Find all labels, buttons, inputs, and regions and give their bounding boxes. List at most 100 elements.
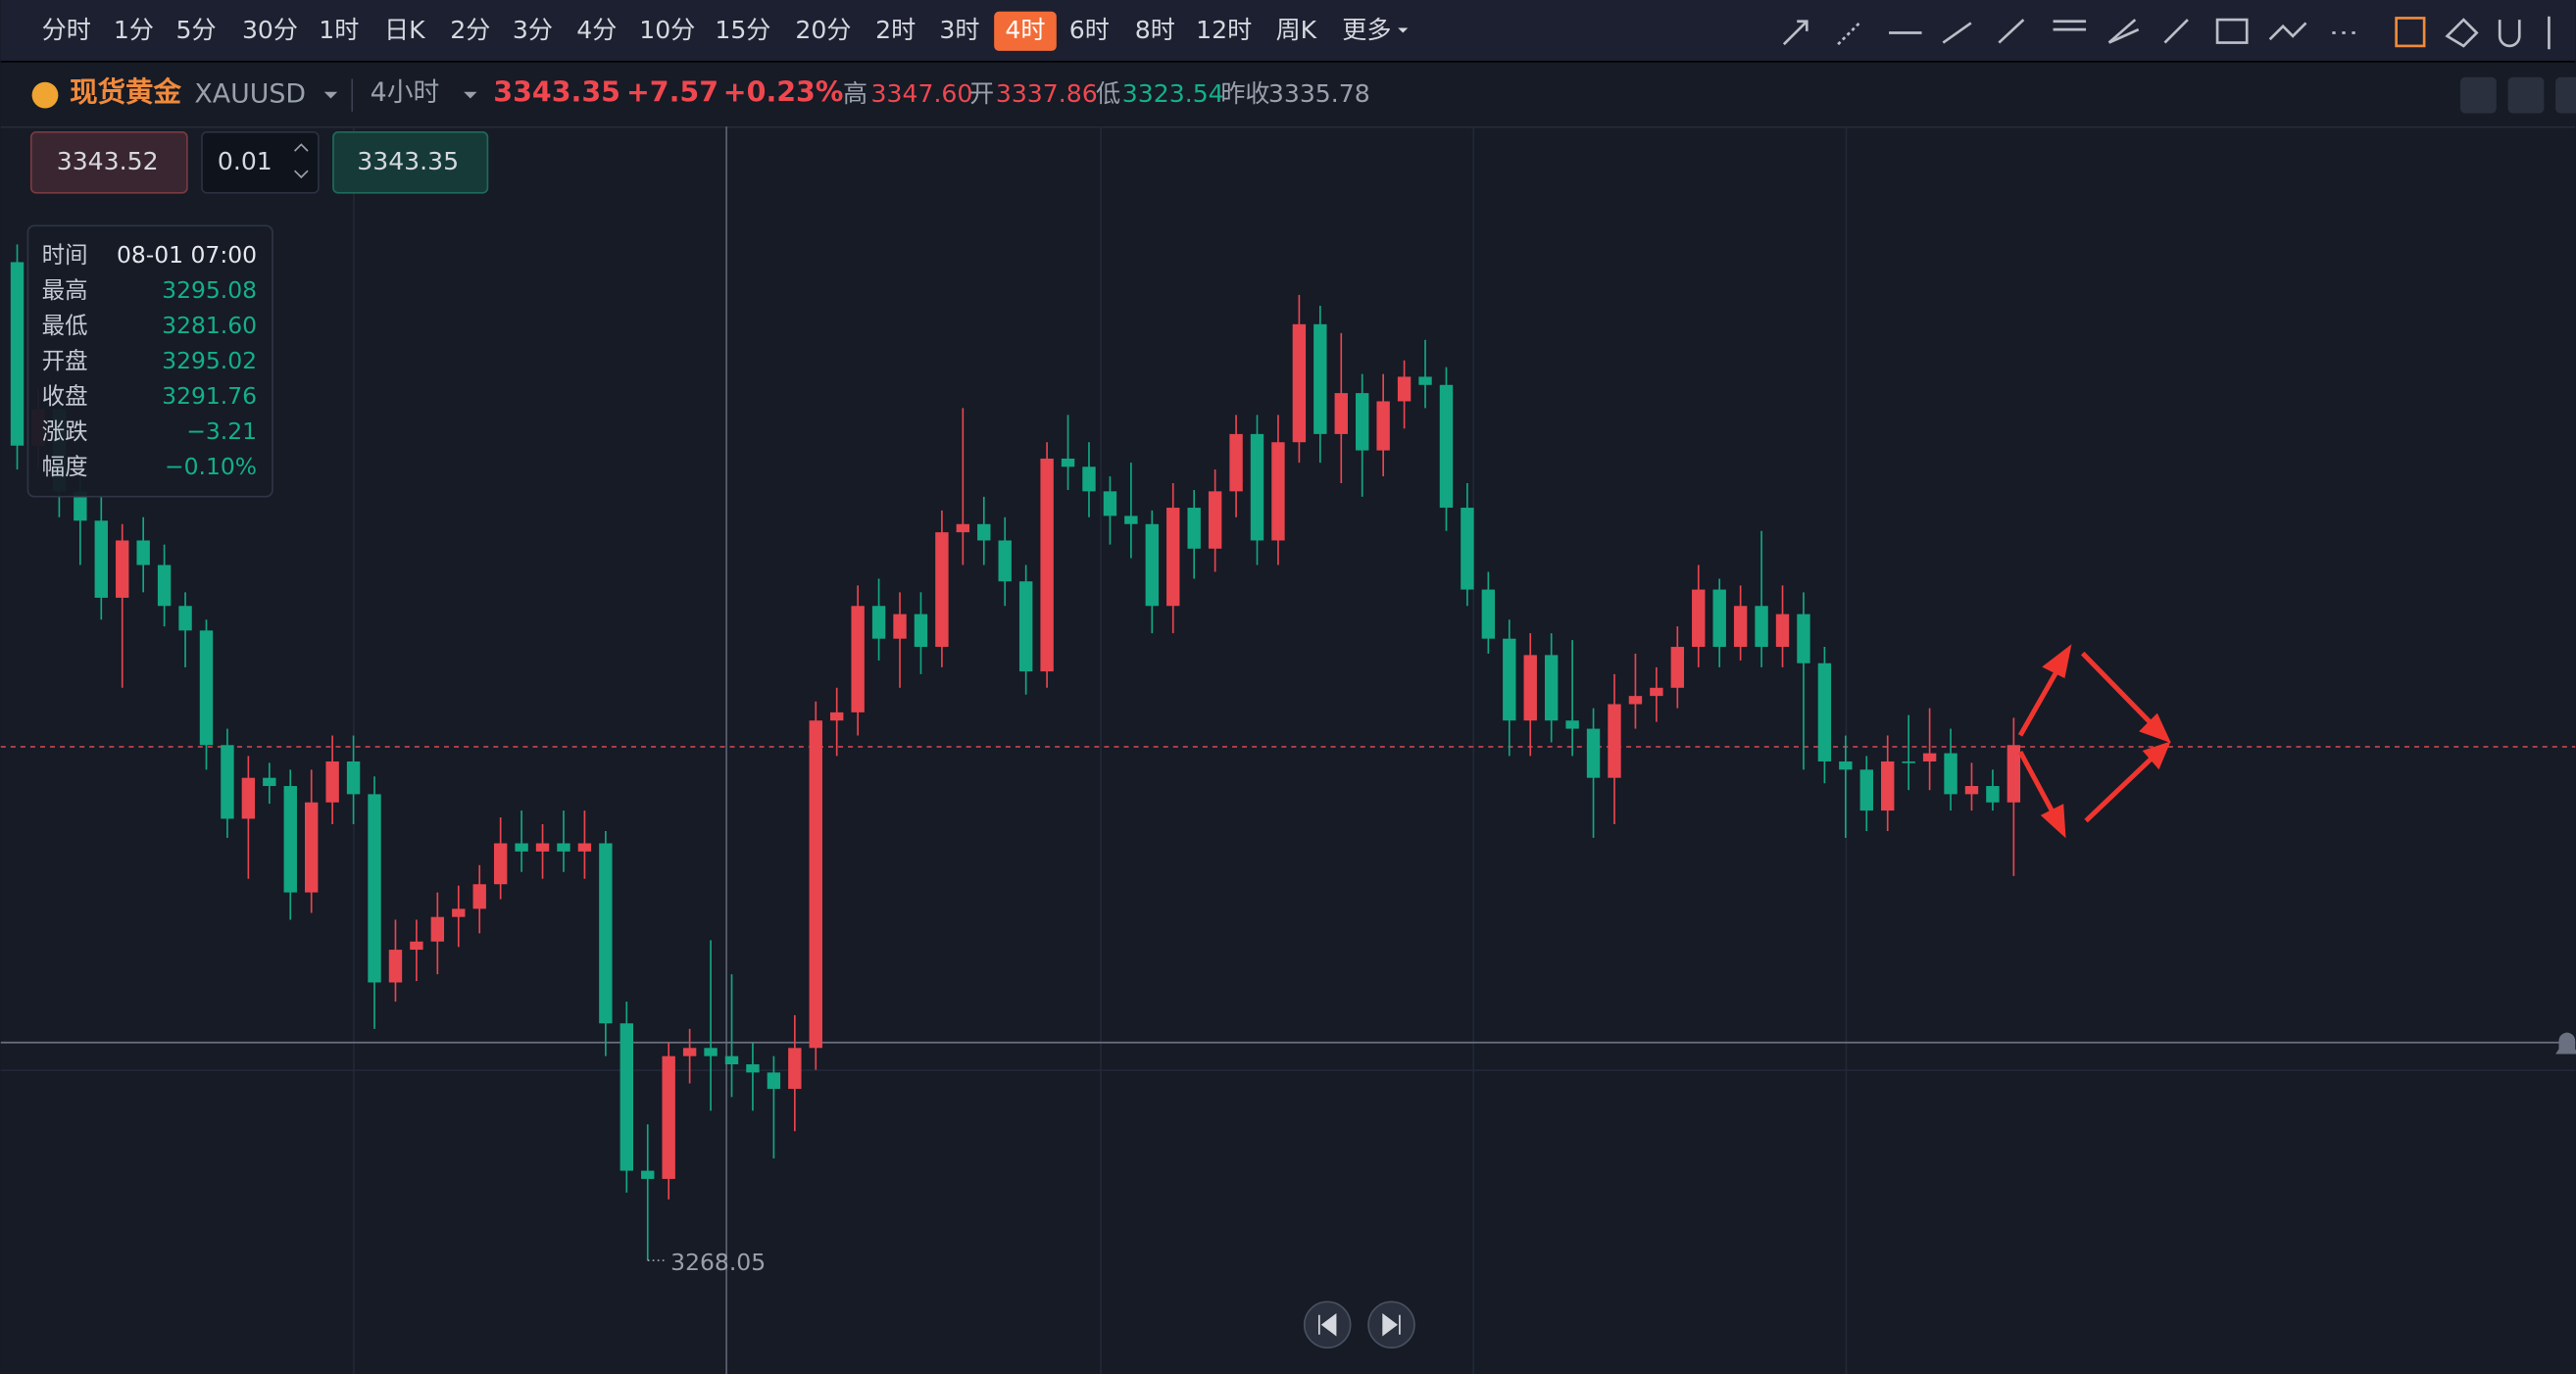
period-tab[interactable]: 1时: [319, 16, 359, 44]
candle-body: [430, 916, 445, 942]
candle-body: [515, 843, 528, 852]
period-tab[interactable]: 1分: [114, 16, 154, 44]
candle-body: [1775, 613, 1790, 648]
candle-body: [1376, 401, 1390, 451]
candle-body: [788, 1048, 802, 1090]
candle-body: [178, 606, 192, 631]
period-tab[interactable]: 2分: [450, 16, 490, 44]
candle-body: [346, 761, 361, 795]
period-tab[interactable]: 3分: [513, 16, 553, 44]
candle-body: [472, 884, 486, 909]
candle-body: [1271, 442, 1285, 541]
candle-body: [871, 606, 886, 639]
active-period-bg: [994, 11, 1057, 51]
candle-body: [1250, 433, 1264, 541]
qty[interactable]: 0.01: [218, 147, 272, 175]
period-tab[interactable]: 20分: [795, 16, 851, 44]
period[interactable]: 4小时: [371, 77, 440, 108]
tooltip-label: 涨跌: [42, 417, 88, 445]
spinner[interactable]: [294, 143, 309, 179]
candle-body: [704, 1048, 718, 1056]
candle-body: [599, 843, 613, 1024]
buy-price[interactable]: 3343.35: [357, 147, 459, 175]
candle-body: [1712, 589, 1726, 648]
candle-body: [304, 802, 319, 893]
candle-body: [1292, 323, 1307, 443]
candle-body: [1733, 606, 1748, 648]
period-tab[interactable]: 6时: [1069, 16, 1110, 44]
candle-body: [263, 777, 276, 787]
candle-body: [1565, 720, 1579, 729]
plot: 3268.05: [0, 244, 2576, 1276]
period-tab[interactable]: 30分: [242, 16, 298, 44]
symbol-code[interactable]: XAUUSD: [194, 79, 306, 110]
tooltip-label: 开盘: [42, 347, 88, 374]
period-tab[interactable]: 周K: [1276, 16, 1317, 44]
label: 昨收: [1220, 79, 1269, 108]
tooltip-value: −3.21: [186, 417, 257, 445]
candle-body: [641, 1170, 655, 1179]
period-tab[interactable]: 日K: [384, 16, 425, 44]
icon-button[interactable]: [2459, 76, 2497, 114]
candle-body: [767, 1072, 781, 1090]
candle-body: [1461, 508, 1474, 590]
candle-body: [1481, 589, 1496, 639]
symbol-name[interactable]: 现货黄金: [70, 75, 181, 108]
period-tab[interactable]: 15分: [715, 16, 770, 44]
change: +7.57: [626, 75, 718, 108]
icon-button[interactable]: [2555, 76, 2576, 114]
tooltip-value: 3295.08: [162, 276, 257, 304]
value: 3347.60: [871, 79, 973, 108]
buy-button[interactable]: [332, 131, 489, 194]
candle-body: [682, 1048, 697, 1056]
candle-body: [199, 630, 214, 746]
period-tab[interactable]: 8时: [1135, 16, 1175, 44]
period-tab[interactable]: 3时: [939, 16, 979, 44]
tooltip-value: 3291.76: [162, 382, 257, 410]
dropdown[interactable]: [323, 91, 338, 99]
candle-body: [1313, 323, 1327, 434]
candle-body: [577, 843, 592, 852]
candle-body: [830, 712, 844, 721]
qty-input[interactable]: [201, 131, 320, 194]
candle-body: [10, 262, 25, 446]
drawing-tools[interactable]: [1782, 16, 2551, 50]
candle-body: [2006, 745, 2021, 803]
candle-body: [557, 843, 570, 852]
tooltip-label: 幅度: [42, 453, 88, 480]
candle-body: [1817, 662, 1832, 761]
dropdown[interactable]: [464, 91, 477, 99]
dropdown: [1398, 27, 1409, 33]
period-tab[interactable]: 5分: [176, 16, 217, 44]
candle-body: [368, 794, 381, 983]
candle-body: [1145, 523, 1160, 607]
candle-body: [283, 786, 297, 893]
sell-button[interactable]: [29, 131, 188, 194]
candle-body: [1986, 786, 2000, 803]
period-tab[interactable]: 12时: [1196, 16, 1252, 44]
tooltip-label: 最低: [42, 312, 88, 339]
candle-body: [977, 523, 991, 541]
period-tab[interactable]: 分时: [42, 16, 91, 44]
candle-body: [1902, 761, 1915, 763]
period-tab[interactable]: 4分: [576, 16, 617, 44]
candle-body: [1628, 696, 1643, 705]
candle-body: [809, 720, 822, 1049]
sell-price[interactable]: 3343.52: [57, 147, 159, 175]
prev-icon: [1317, 1313, 1337, 1337]
candle-body: [1356, 393, 1369, 451]
candle-body: [1797, 613, 1810, 663]
label: 开: [969, 79, 994, 108]
tooltip-label: 时间: [42, 241, 88, 269]
candle-body: [935, 532, 949, 648]
icon-button[interactable]: [2507, 76, 2545, 114]
tooltip-value: 3295.02: [162, 347, 257, 374]
candle-body: [74, 491, 87, 521]
candle-body: [410, 941, 423, 951]
candle-body: [1608, 704, 1621, 778]
period-tab[interactable]: 10分: [639, 16, 695, 44]
annotation-arrows: [2017, 644, 2171, 839]
period-tab[interactable]: 2时: [875, 16, 916, 44]
period-tab[interactable]: 4时: [1005, 16, 1045, 44]
period-tab[interactable]: 更多: [1342, 16, 1391, 44]
